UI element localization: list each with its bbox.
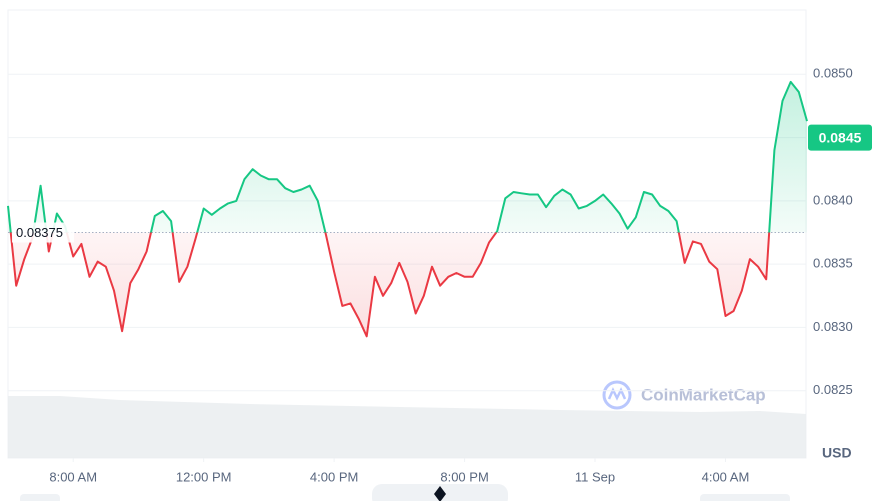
x-tick-label: 11 Sep (575, 469, 615, 484)
price-tag-label: 0.0845 (819, 129, 862, 145)
x-tick-label: 8:00 AM (49, 469, 97, 484)
x-tick-label: 12:00 PM (176, 469, 232, 484)
watermark-logo (602, 380, 632, 410)
baseline-label: 0.08375 (16, 225, 63, 240)
slider-handle[interactable] (434, 486, 446, 501)
watermark: CoinMarketCap (641, 385, 766, 404)
toggle-button[interactable] (20, 494, 60, 501)
y-tick-label: 0.0835 (813, 256, 853, 271)
price-tag (808, 124, 872, 151)
toggle-button[interactable] (700, 494, 790, 501)
price-area (8, 81, 807, 337)
y-tick-label: 0.0850 (813, 66, 853, 81)
volume-area (8, 396, 806, 458)
x-tick-label: 4:00 AM (702, 469, 750, 484)
x-tick-label: 4:00 PM (310, 469, 358, 484)
y-tick-label: 0.0825 (813, 382, 853, 397)
y-tick-label: 0.0840 (813, 192, 853, 207)
price-line (7, 80, 808, 338)
y-unit: USD (822, 445, 852, 461)
x-tick-label: 8:00 PM (440, 469, 488, 484)
y-tick-label: 0.0830 (813, 319, 853, 334)
baseline-label-bg (12, 222, 74, 243)
